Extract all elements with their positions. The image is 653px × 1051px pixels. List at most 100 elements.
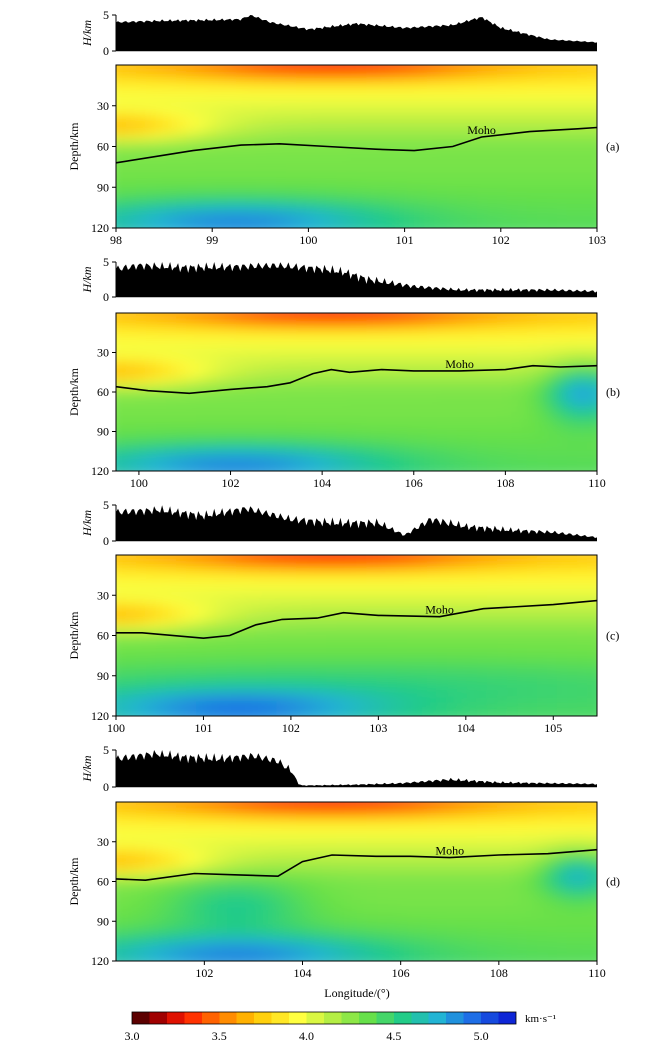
heatmap-cell — [536, 917, 548, 926]
heatmap-cell — [536, 881, 548, 890]
heatmap-cell — [306, 327, 318, 336]
heatmap-cell — [376, 420, 388, 429]
heatmap-cell — [126, 168, 137, 178]
topography-area — [116, 15, 597, 51]
heatmap-cell — [466, 910, 478, 919]
heatmap-cell — [226, 205, 238, 215]
heatmap-cell — [206, 449, 218, 458]
heatmap-cell — [516, 449, 528, 458]
heatmap-cell — [126, 650, 137, 659]
heatmap-cell — [216, 910, 228, 919]
heatmap-cell — [276, 701, 288, 710]
moho-line — [116, 599, 597, 640]
heatmap-cell — [587, 903, 597, 912]
heatmap-cell — [486, 420, 498, 429]
heatmap-cell — [486, 161, 498, 170]
heatmap-cell — [306, 363, 318, 372]
topography-plot: 05H/km — [80, 8, 597, 58]
heatmap-cell — [326, 146, 338, 155]
heatmap-cell — [556, 161, 568, 170]
heatmap-cell — [346, 327, 358, 336]
heatmap-cell — [316, 327, 328, 336]
heatmap-cell — [336, 664, 348, 674]
heatmap-cell — [116, 657, 127, 666]
heatmap-cell — [156, 406, 168, 415]
heatmap-cell — [396, 917, 408, 926]
heatmap-cell — [326, 852, 338, 861]
heatmap-cell — [446, 313, 458, 322]
heatmap-cell — [426, 802, 438, 811]
heatmap-cell — [466, 591, 478, 600]
heatmap-cell — [466, 153, 478, 163]
heatmap-cell — [216, 191, 228, 200]
heatmap-cell — [336, 139, 348, 148]
heatmap-cell — [196, 830, 208, 840]
heatmap-cell — [436, 384, 448, 393]
heatmap-cell — [276, 435, 288, 444]
heatmap-cell — [557, 228, 568, 236]
heatmap-cell — [536, 584, 548, 593]
heatmap-cell — [476, 213, 488, 222]
heatmap-cell — [156, 606, 168, 615]
heatmap-cell — [246, 435, 258, 444]
heatmap-cell — [466, 161, 478, 170]
heatmap-cell — [266, 94, 278, 103]
heatmap-cell — [276, 577, 288, 586]
heatmap-cell — [356, 392, 368, 401]
heatmap-cell — [466, 79, 478, 89]
heatmap-cell — [476, 620, 488, 630]
heatmap-cell — [196, 903, 208, 912]
heatmap-cell — [296, 845, 308, 854]
heatmap-cell — [356, 830, 368, 840]
heatmap-cell — [176, 168, 188, 178]
heatmap-cell — [486, 896, 498, 905]
heatmap-cell — [186, 569, 198, 578]
heatmap-cell — [506, 161, 518, 170]
heatmap-cell — [386, 406, 398, 415]
heatmap-cell — [286, 131, 298, 141]
heatmap-cell — [186, 650, 198, 659]
heatmap-cell — [236, 881, 248, 890]
heatmap-cell — [556, 348, 568, 358]
heatmap-cell — [336, 406, 348, 415]
heatmap-cell — [476, 87, 488, 96]
heatmap-cell — [286, 442, 298, 451]
heatmap-cell — [486, 701, 498, 710]
heatmap-cell — [266, 168, 278, 178]
heatmap-cell — [396, 802, 408, 811]
heatmap-cell — [116, 198, 117, 207]
heatmap-cell — [577, 87, 588, 96]
heatmap-cell — [356, 802, 368, 811]
heatmap-cell — [296, 562, 308, 571]
heatmap-cell — [516, 399, 528, 408]
heatmap-cell — [156, 87, 168, 96]
heatmap-cell — [376, 635, 388, 644]
heatmap-cell — [166, 406, 178, 415]
heatmap-cell — [306, 859, 318, 868]
heatmap-cell — [527, 228, 538, 236]
heatmap-cell — [597, 406, 608, 414]
heatmap-cell — [216, 657, 228, 666]
heatmap-cell — [136, 198, 147, 207]
heatmap-cell — [516, 562, 528, 571]
heatmap-cell — [116, 910, 127, 919]
heatmap-cell — [366, 213, 378, 222]
heatmap-cell — [276, 924, 288, 934]
heatmap-cell — [386, 427, 398, 437]
heatmap-cell — [126, 392, 137, 401]
heatmap-cell — [326, 220, 338, 228]
heatmap-cell — [416, 320, 428, 329]
heatmap-cell — [436, 87, 448, 96]
heatmap-cell — [326, 392, 338, 401]
heatmap-cell — [496, 946, 508, 955]
heatmap-cell — [456, 213, 468, 222]
heatmap-cell — [587, 888, 597, 897]
heatmap-cell — [246, 320, 258, 329]
heatmap-cell — [587, 392, 597, 401]
heatmap-cell — [396, 463, 408, 471]
heatmap-cell — [386, 399, 398, 408]
heatmap-cell — [236, 924, 248, 934]
heatmap-cell — [486, 87, 498, 96]
heatmap-cell — [426, 650, 438, 659]
colorbar-tick-label: 3.0 — [125, 1029, 140, 1043]
